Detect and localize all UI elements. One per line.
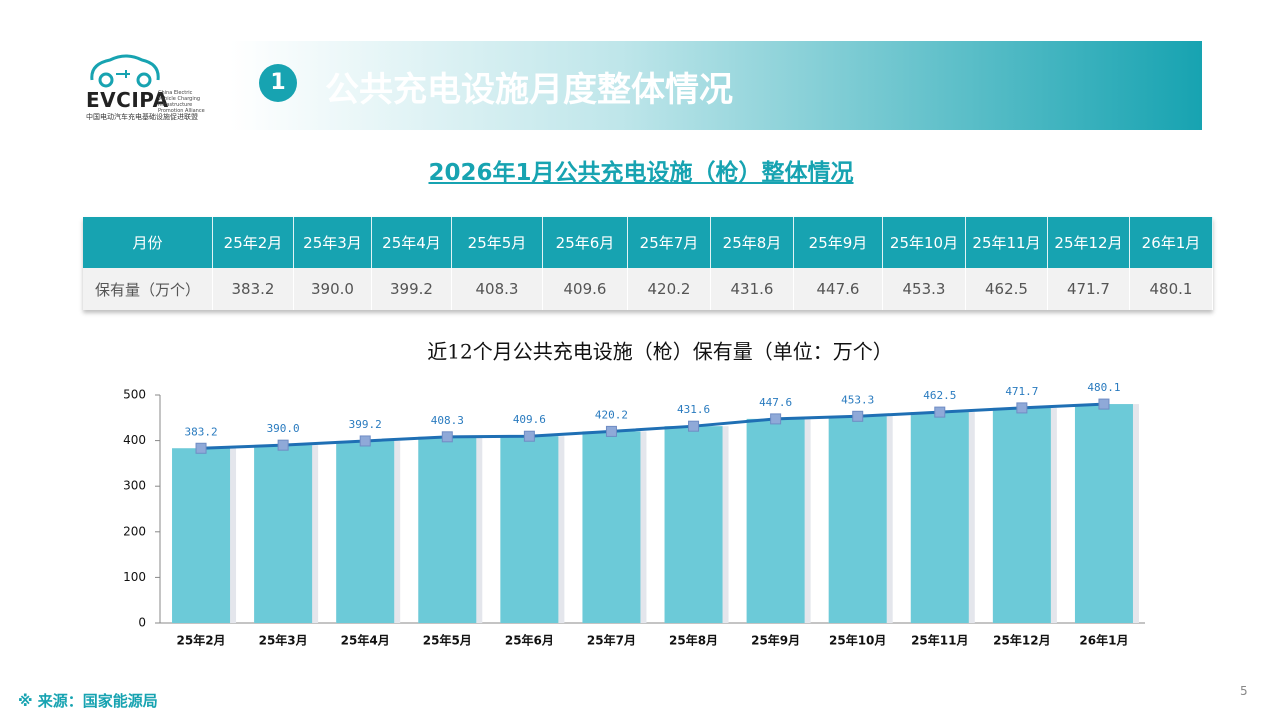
header-cell: 25年12月 [1047,217,1130,268]
bar [172,448,231,623]
header-band [230,41,1202,130]
cell: 399.2 [371,268,452,310]
cell: 447.6 [793,268,883,310]
header-cell: 月份 [83,217,213,268]
x-tick-label: 25年6月 [505,633,554,648]
cell: 431.6 [710,268,794,310]
marker [934,406,946,418]
marker [852,410,864,422]
data-label: 399.2 [349,418,382,431]
x-tick-label: 25年10月 [829,633,886,648]
cell: 471.7 [1047,268,1130,310]
x-tick-label: 25年4月 [341,633,390,648]
x-tick-label: 25年11月 [911,633,968,648]
data-label: 447.6 [759,396,792,409]
data-label: 471.7 [1005,385,1038,398]
x-tick-label: 26年1月 [1079,633,1128,648]
x-tick-label: 25年2月 [177,633,226,648]
logo-subtitle: China Electric Vehicle Charging Infrastr… [158,90,205,114]
x-tick-label: 25年8月 [669,633,718,648]
chart: 近12个月公共充电设施（枪）保有量（单位：万个） 0 100 200 300 400 50… [123,340,1145,648]
data-table: 月份 25年2月 25年3月 25年4月 25年5月 25年6月 25年7月 25年8月 25年… [83,217,1213,310]
cell: 453.3 [882,268,966,310]
table-title: 2026年1月公共充电设施（枪）整体情况 [428,160,854,186]
logo-icon [90,54,160,88]
table-row: 保有量（万个） 383.2 390.0 399.2 408.3 409.6 420.2 431… [83,268,1213,310]
data-label: 480.1 [1087,381,1120,394]
bar [418,436,477,623]
bar [828,416,887,623]
header-cell: 25年6月 [542,217,628,268]
marker [359,435,371,447]
cell: 390.0 [293,268,372,310]
data-label: 453.3 [841,393,874,406]
section-title: 公共充电设施月度整体情况 [325,70,733,110]
cell: 保有量（万个） [83,268,213,310]
bar [582,431,641,623]
marker [195,442,207,454]
data-label: 390.0 [267,422,300,435]
bar [992,407,1051,623]
header-cell: 25年5月 [451,217,543,268]
x-tick-label: 25年5月 [423,633,472,648]
bar [1074,404,1133,623]
y-tick-label: 0 [138,616,146,630]
bar [336,440,395,623]
header-cell: 25年10月 [882,217,966,268]
header-cell: 25年3月 [293,217,372,268]
x-tick-label: 25年12月 [993,633,1050,648]
y-tick-label: 300 [123,479,146,493]
marker [605,425,617,437]
logo-cn: 中国电动汽车充电基础设施促进联盟 [86,113,198,121]
data-label: 383.2 [184,425,217,438]
bar [254,445,313,623]
marker [523,430,535,442]
cell: 409.6 [542,268,628,310]
header-cell: 25年9月 [793,217,883,268]
y-tick-label: 500 [123,388,146,402]
cell: 462.5 [965,268,1048,310]
bar [664,426,723,623]
y-tick-label: 200 [123,524,146,538]
cell: 480.1 [1129,268,1213,310]
section-number: 1 [259,64,297,102]
data-label: 408.3 [431,414,464,427]
bar [746,418,805,623]
header-cell: 25年2月 [212,217,294,268]
page-number: 5 [1240,684,1248,698]
line [200,402,1105,450]
cell: 383.2 [212,268,294,310]
x-tick-label: 25年7月 [587,633,636,648]
header-cell: 25年8月 [710,217,794,268]
bar [500,436,559,623]
marker [688,420,700,432]
data-label: 409.6 [513,413,546,426]
y-tick-label: 400 [123,433,146,447]
logo-text: EVCIPA [86,88,169,112]
marker [770,413,782,425]
x-tick-label: 25年3月 [259,633,308,648]
bar [910,412,969,623]
header-cell: 25年4月 [371,217,452,268]
data-label: 420.2 [595,408,628,421]
source-note: ※ 来源：国家能源局 [18,692,158,710]
x-tick-label: 25年9月 [751,633,800,648]
data-label: 431.6 [677,403,710,416]
header-cell: 25年11月 [965,217,1048,268]
cell: 408.3 [451,268,543,310]
marker [1016,402,1028,414]
marker [441,431,453,443]
data-label: 462.5 [923,389,956,402]
header-cell: 26年1月 [1129,217,1213,268]
marker [277,439,289,451]
header-cell: 25年7月 [627,217,711,268]
cell: 420.2 [627,268,711,310]
y-tick-label: 100 [123,570,146,584]
chart-title: 近12个月公共充电设施（枪）保有量（单位：万个） [427,340,892,364]
marker [1098,398,1110,410]
